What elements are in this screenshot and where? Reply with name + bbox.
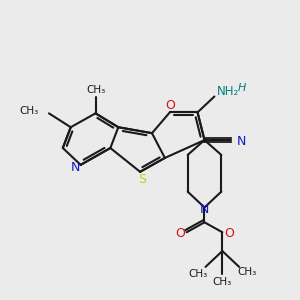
Text: CH₃: CH₃ xyxy=(86,85,105,94)
Text: O: O xyxy=(165,99,175,112)
Text: N: N xyxy=(71,161,80,174)
Text: N: N xyxy=(237,135,247,148)
Text: CH₃: CH₃ xyxy=(20,106,39,116)
Text: CH₃: CH₃ xyxy=(188,269,207,279)
Text: O: O xyxy=(224,227,234,240)
Text: S: S xyxy=(138,173,146,186)
Text: O: O xyxy=(175,227,185,240)
Text: H: H xyxy=(238,82,247,93)
Text: CH₃: CH₃ xyxy=(213,277,232,287)
Text: NH₂: NH₂ xyxy=(218,85,240,98)
Text: N: N xyxy=(200,203,209,216)
Text: CH₃: CH₃ xyxy=(238,267,257,277)
